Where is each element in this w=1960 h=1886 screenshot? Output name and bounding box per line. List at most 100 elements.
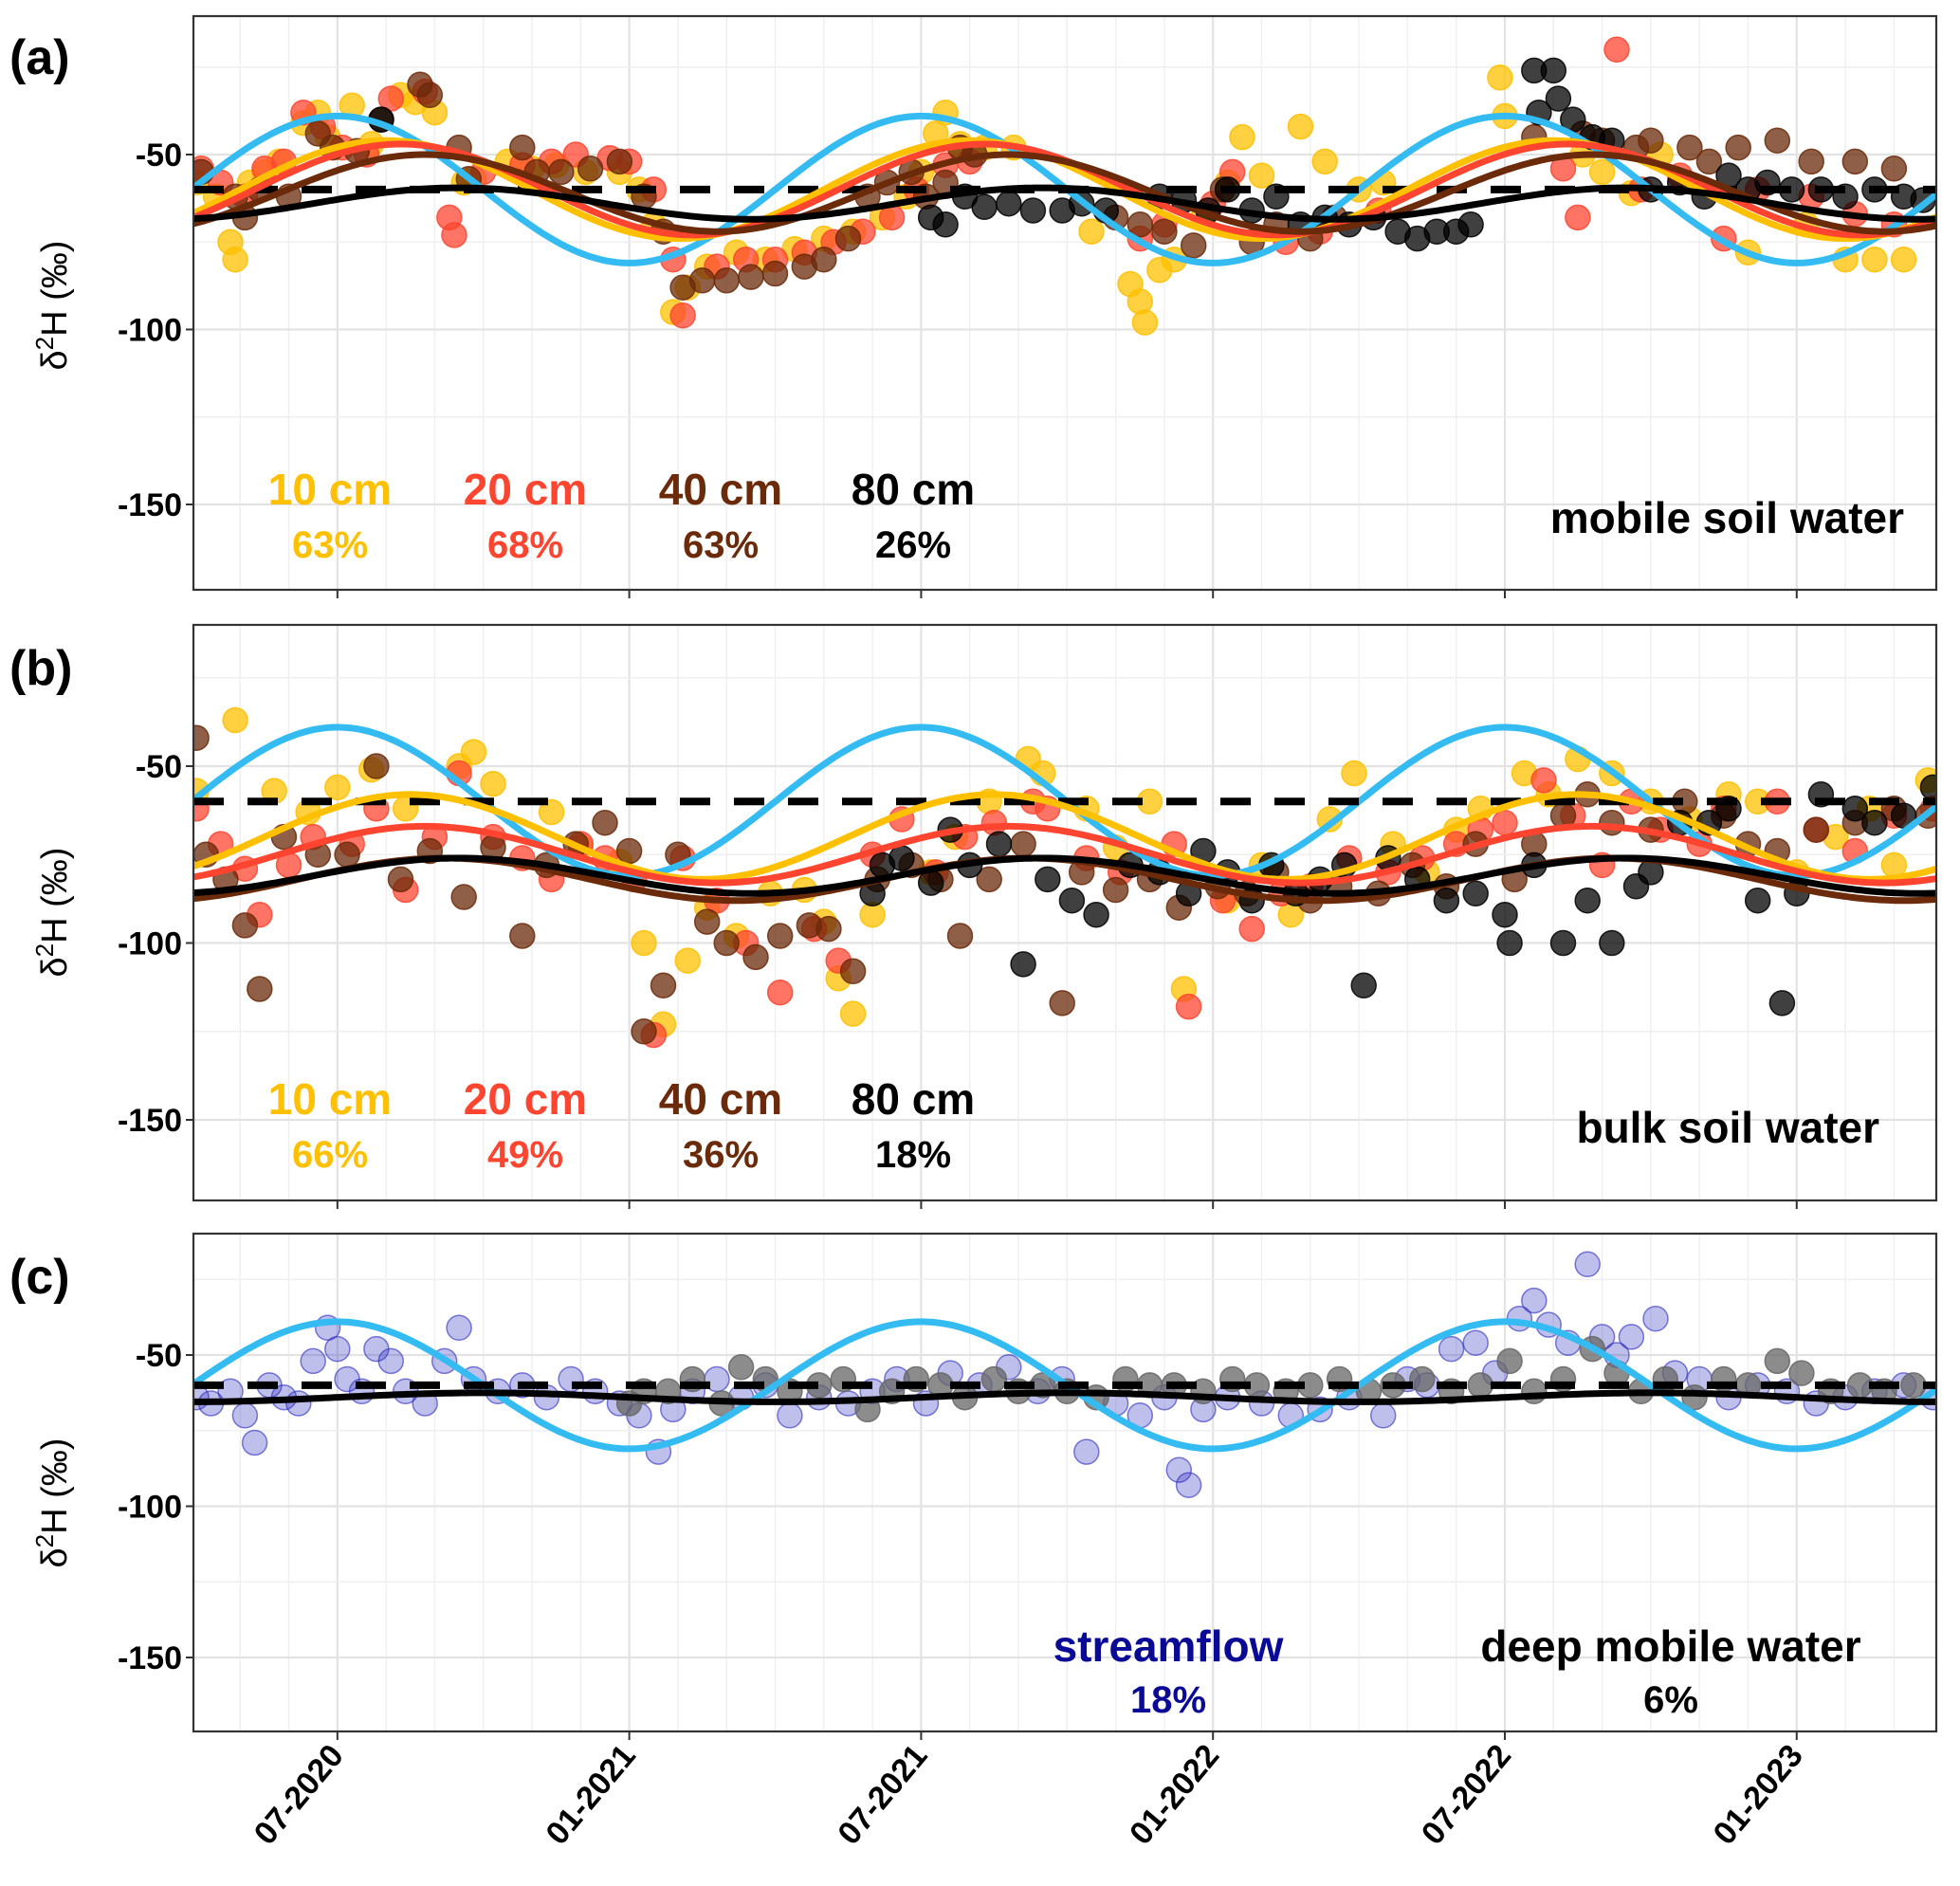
panel-c-streamflow-deep-water: -50 -100 -150 — [118, 1232, 1938, 1740]
data-point — [1438, 1335, 1465, 1363]
data-point — [1083, 901, 1109, 928]
data-point — [1238, 915, 1265, 943]
panel-b-bulk-soil-water: -50 -100 -150 — [118, 623, 1938, 1209]
fit-line-deep-mobile-water — [193, 1389, 1936, 1405]
data-point — [1049, 990, 1075, 1016]
plot-frame — [192, 623, 1938, 1202]
y-tick-label: -100 — [118, 926, 182, 962]
annotation-c-deep-value: 6% — [1643, 1679, 1698, 1721]
annotation-b-10cm-label: 10 cm — [268, 1074, 392, 1124]
annotation-b-80cm-label: 80 cm — [852, 1074, 975, 1124]
data-point — [1487, 64, 1513, 91]
data-point — [1618, 1324, 1645, 1350]
data-point — [1890, 246, 1917, 273]
data-point — [1642, 1305, 1669, 1332]
data-point — [1078, 218, 1105, 245]
data-point — [1603, 36, 1630, 64]
data-point — [1764, 127, 1791, 154]
y-axis: -50 -100 -150 — [118, 137, 193, 523]
data-point — [1019, 197, 1047, 224]
y-tick-label: -150 — [118, 487, 182, 523]
data-point — [1409, 1365, 1436, 1393]
x-tick-label: 07-2020 — [247, 1738, 351, 1852]
data-point — [1861, 246, 1888, 273]
data-point — [1565, 204, 1591, 231]
data-point — [460, 739, 487, 765]
fit-line-40-cm — [193, 151, 1936, 235]
panel-a-annotations: 10 cm 63% 20 cm 68% 40 cm 63% 80 cm 26% … — [268, 465, 1904, 566]
data-point — [1010, 831, 1036, 857]
data-point — [446, 1314, 472, 1342]
data-point — [1175, 993, 1202, 1020]
y-tick-label: -100 — [118, 313, 182, 349]
data-point — [1248, 162, 1275, 189]
data-point — [1102, 876, 1129, 904]
data-point — [1919, 774, 1936, 801]
data-point — [247, 976, 273, 1002]
data-point — [839, 1000, 867, 1027]
fit-line-80-cm — [193, 184, 1936, 223]
data-point — [1127, 211, 1154, 238]
annotation-a-20cm-label: 20 cm — [464, 465, 587, 514]
annotation-a-40cm-label: 40 cm — [659, 465, 782, 514]
panel-b-annotations: 10 cm 66% 20 cm 49% 40 cm 36% 80 cm 18% … — [268, 1074, 1879, 1176]
data-point — [1549, 929, 1577, 957]
y-axis-title-a: δ2H (‰) — [30, 241, 75, 371]
y-tick-label: -150 — [118, 1103, 182, 1139]
data-point — [1341, 760, 1367, 787]
y-axis: -50 -100 -150 — [118, 749, 193, 1139]
x-axis-tick-labels: 07-2020 01-2021 07-2021 01-2022 07-2022 01-20… — [247, 1738, 1810, 1852]
data-point — [1165, 1456, 1193, 1483]
x-axis-ticks — [336, 590, 1798, 598]
data-point — [300, 1347, 326, 1375]
data-point — [650, 972, 677, 999]
annotation-c-deep-label: deep mobile water — [1480, 1621, 1860, 1671]
data-point — [1131, 309, 1159, 336]
fit-line-20-cm — [193, 822, 1936, 887]
data-point — [1599, 929, 1625, 957]
x-tick-label: 01-2023 — [1707, 1738, 1810, 1852]
data-point — [1574, 887, 1601, 914]
annotation-a-10cm-value: 63% — [292, 524, 368, 566]
data-point — [631, 929, 657, 957]
data-point — [1798, 148, 1824, 175]
annotation-b-80cm-value: 18% — [875, 1134, 951, 1176]
data-point — [1496, 929, 1523, 957]
annotation-c-streamflow-value: 18% — [1130, 1679, 1206, 1721]
data-point — [1492, 901, 1518, 928]
data-point — [1695, 148, 1723, 175]
data-point — [631, 1018, 657, 1045]
annotation-a-20cm-value: 68% — [487, 524, 563, 566]
data-point — [996, 190, 1022, 217]
data-point — [1229, 123, 1255, 151]
annotation-b-10cm-value: 66% — [292, 1134, 368, 1176]
data-point — [1462, 1329, 1489, 1356]
data-point — [285, 1390, 312, 1417]
data-point — [888, 845, 915, 871]
data-point — [1521, 1287, 1548, 1314]
data-point — [713, 267, 740, 294]
data-point — [1900, 1372, 1927, 1399]
data-point — [946, 923, 974, 949]
data-point — [742, 943, 769, 971]
data-point — [231, 1402, 259, 1429]
panel-a-mobile-soil-water: -50 -100 -150 — [118, 14, 1938, 598]
y-tick-label: -150 — [118, 1640, 182, 1676]
panel-label-b: (b) — [9, 641, 72, 696]
data-point — [693, 908, 721, 935]
data-point — [1530, 767, 1557, 794]
data-point — [766, 979, 794, 1006]
y-axis: -50 -100 -150 — [118, 1338, 193, 1676]
data-point — [606, 148, 633, 175]
data-point — [1676, 134, 1703, 161]
data-point — [1433, 887, 1460, 914]
data-point — [1311, 148, 1338, 175]
annotation-b-20cm-value: 49% — [487, 1134, 563, 1176]
data-point — [1175, 1472, 1202, 1498]
data-point — [1457, 211, 1484, 238]
data-point — [1545, 85, 1572, 112]
data-point — [509, 923, 536, 949]
panel-label-c: (c) — [9, 1250, 70, 1305]
data-point — [1010, 951, 1036, 978]
